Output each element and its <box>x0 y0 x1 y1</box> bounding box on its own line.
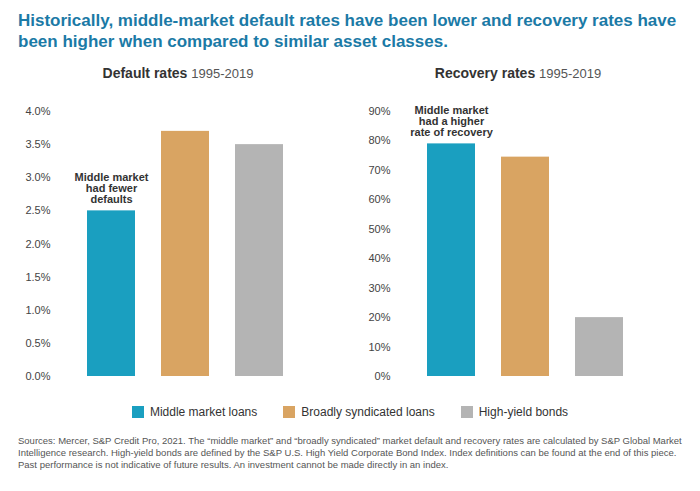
html-text:Historically, middle-market de: Historically, middle-market default rate… <box>18 11 677 51</box>
html-text:High-yield bonds: High-yield bonds <box>478 405 569 419</box>
svg-text:70%: 70% <box>368 164 390 176</box>
svg-text:Middle markethad fewerdefaults: Middle markethad fewerdefaults <box>75 171 149 205</box>
svg-text:0.0%: 0.0% <box>25 370 50 382</box>
svg-text:Middle markethad a higherrate: Middle markethad a higherrate of recover… <box>410 104 493 138</box>
svg-text:2.0%: 2.0% <box>25 238 50 250</box>
html-text:Sources: Mercer, S&P Credit Pr: Sources: Mercer, S&P Credit Pro, 2021. T… <box>18 435 682 470</box>
svg-text:1.0%: 1.0% <box>25 304 50 316</box>
html-text:Middle market loans: Middle market loans <box>149 405 258 419</box>
svg-text:10%: 10% <box>368 341 390 353</box>
svg-text:1.5%: 1.5% <box>25 271 50 283</box>
svg-text:90%: 90% <box>368 105 390 117</box>
svg-text:3.5%: 3.5% <box>25 138 50 150</box>
html-text:Default rates 1995-2019: Default rates 1995-2019 <box>102 65 254 81</box>
svg-text:0.5%: 0.5% <box>25 337 50 349</box>
svg-text:3.0%: 3.0% <box>25 171 50 183</box>
svg-text:2.5%: 2.5% <box>25 204 50 216</box>
svg-text:20%: 20% <box>368 311 390 323</box>
svg-text:50%: 50% <box>368 223 390 235</box>
svg-text:4.0%: 4.0% <box>25 105 50 117</box>
svg-text:30%: 30% <box>368 282 390 294</box>
svg-text:60%: 60% <box>368 193 390 205</box>
svg-text:0%: 0% <box>375 370 391 382</box>
html-text:Recovery rates 1995-2019: Recovery rates 1995-2019 <box>434 65 602 81</box>
svg-text:40%: 40% <box>368 252 390 264</box>
html-text:Broadly syndicated loans: Broadly syndicated loans <box>301 405 435 419</box>
svg-text:80%: 80% <box>368 134 390 146</box>
